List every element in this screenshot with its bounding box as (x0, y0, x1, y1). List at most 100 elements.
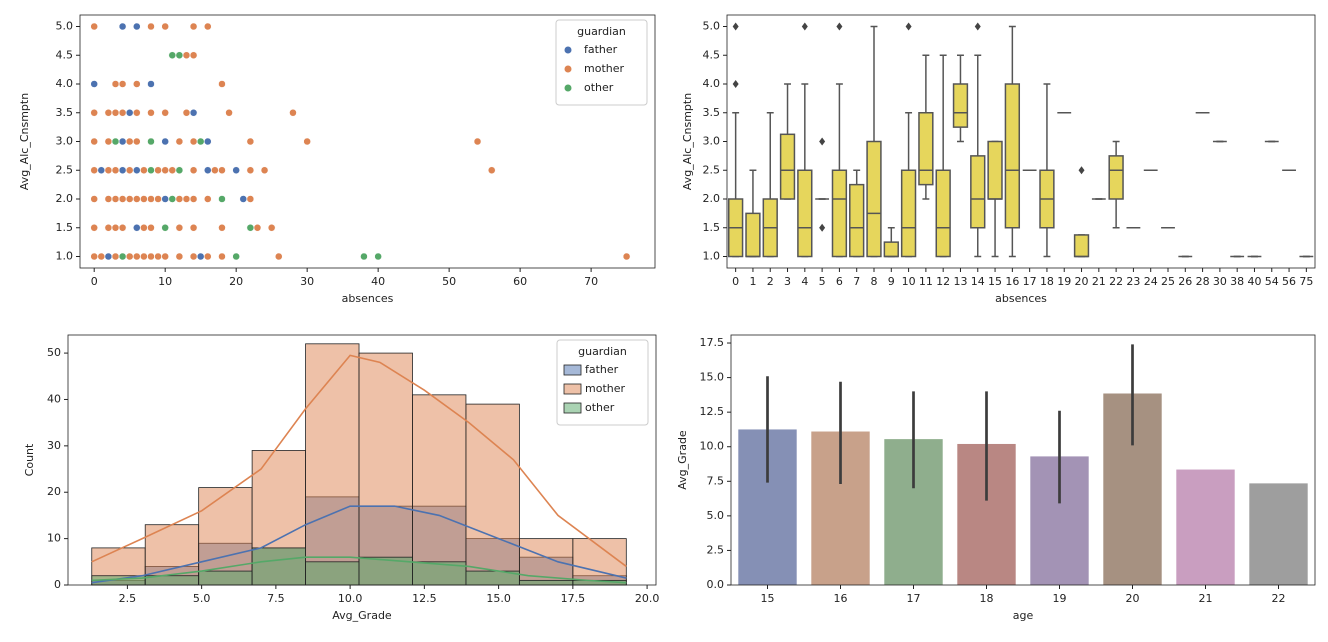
y-tick-label: 30 (47, 439, 61, 452)
point (175, 166, 184, 174)
x-tick-label: 10.0 (338, 592, 363, 605)
legend-label: other (584, 81, 614, 94)
box (797, 169, 813, 258)
x-tick-label: 8 (871, 275, 878, 288)
legend-label: other (585, 401, 615, 414)
legend-frame (555, 19, 648, 106)
x-tick-label: 2.5 (119, 592, 137, 605)
point (196, 137, 205, 146)
point (189, 224, 198, 232)
x-tick-label: 40 (1247, 275, 1261, 288)
point (147, 137, 155, 146)
point (118, 252, 127, 261)
point (118, 195, 127, 203)
point (175, 224, 184, 232)
flier (732, 22, 739, 31)
point (111, 109, 120, 117)
x-tick-label: 17.5 (561, 592, 586, 605)
bar (1176, 469, 1235, 585)
point (140, 224, 148, 232)
point (133, 109, 141, 117)
x-tick-label: 17 (1023, 275, 1037, 288)
x-tick-label: 26 (1178, 275, 1192, 288)
y-tick-label: 0.0 (707, 578, 725, 591)
point (147, 195, 155, 203)
legend-swatch (563, 364, 582, 376)
box (1073, 234, 1090, 258)
box (831, 169, 848, 258)
x-tick-label: 18 (1040, 275, 1054, 288)
plot-frame (79, 14, 656, 269)
point (303, 137, 311, 146)
point (111, 137, 120, 146)
y-tick-label: 4.5 (56, 48, 74, 61)
legend-label: father (584, 43, 618, 56)
flier (801, 22, 808, 31)
point (239, 195, 248, 203)
x-axis-label: absences (342, 292, 394, 305)
point (133, 22, 141, 31)
y-tick-label: 2.0 (703, 192, 721, 205)
x-tick-label: 12.5 (412, 592, 437, 605)
box (883, 241, 899, 258)
x-tick-label: 22 (1272, 592, 1286, 605)
point (204, 166, 212, 174)
point (125, 109, 134, 117)
point (90, 109, 98, 117)
point (118, 80, 127, 88)
point (189, 22, 198, 31)
bar (465, 403, 520, 586)
box (745, 212, 761, 258)
point (218, 80, 226, 88)
point (147, 109, 155, 117)
point (125, 195, 134, 203)
x-tick-label: 20.0 (635, 592, 660, 605)
point (133, 224, 141, 232)
point (189, 252, 198, 261)
x-tick-label: 28 (1196, 275, 1210, 288)
y-tick-label: 3.0 (56, 135, 74, 148)
point (267, 224, 276, 232)
flier (974, 22, 981, 31)
box (987, 140, 1003, 200)
plot-frame (726, 14, 1316, 269)
bar (1249, 483, 1308, 585)
y-tick-label: 40 (47, 392, 61, 405)
bar (518, 579, 574, 586)
y-tick-label: 2.0 (56, 192, 74, 205)
legend-swatch (564, 46, 572, 54)
kde-line (91, 556, 627, 584)
kde-line (91, 505, 627, 584)
point (104, 224, 113, 232)
x-tick-label: 17 (907, 592, 921, 605)
box (918, 112, 934, 186)
point (104, 252, 113, 261)
x-tick-label: 12 (936, 275, 950, 288)
bar (251, 547, 306, 586)
y-tick-label: 3.0 (703, 135, 721, 148)
point (147, 252, 155, 261)
point (118, 109, 127, 117)
point (175, 195, 184, 203)
point (246, 224, 255, 232)
x-tick-label: 15 (988, 275, 1002, 288)
point (189, 137, 198, 146)
point (182, 51, 191, 59)
point (90, 137, 98, 146)
y-tick-label: 2.5 (56, 163, 74, 176)
point (104, 137, 113, 146)
bar (198, 487, 253, 586)
x-tick-label: 21 (1199, 592, 1213, 605)
flier (1078, 166, 1085, 175)
box (970, 155, 986, 229)
x-tick-label: 40 (371, 275, 385, 288)
point (182, 109, 191, 117)
point (111, 195, 120, 203)
point (118, 166, 127, 174)
x-tick-label: 20 (1126, 592, 1140, 605)
y-axis-label: Count (23, 443, 36, 476)
bar (198, 570, 253, 586)
x-tick-label: 9 (888, 275, 895, 288)
y-tick-label: 12.5 (700, 405, 725, 418)
